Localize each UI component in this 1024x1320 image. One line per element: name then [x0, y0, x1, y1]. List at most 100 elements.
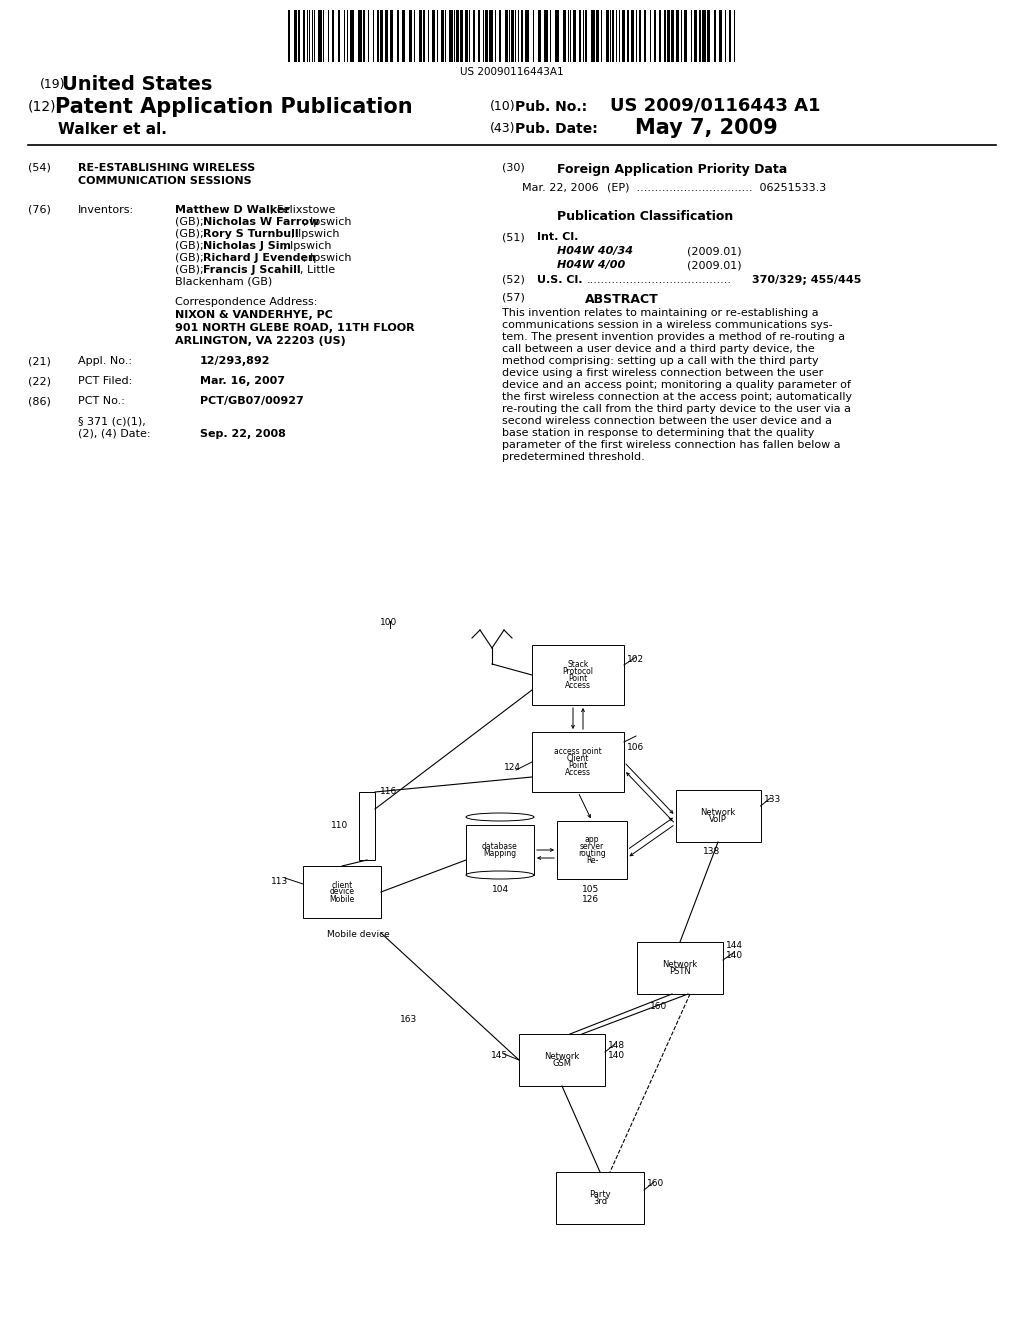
- Text: 12/293,892: 12/293,892: [200, 356, 270, 366]
- Text: tem. The present invention provides a method of re-routing a: tem. The present invention provides a me…: [502, 333, 845, 342]
- Bar: [702, 11, 707, 62]
- Text: (76): (76): [28, 205, 51, 215]
- Bar: [414, 11, 416, 62]
- Text: Re-: Re-: [586, 855, 598, 865]
- Bar: [557, 821, 627, 879]
- Bar: [380, 11, 383, 62]
- Bar: [650, 11, 651, 62]
- Bar: [373, 11, 374, 62]
- Text: PCT No.:: PCT No.:: [78, 396, 125, 407]
- Text: (86): (86): [28, 396, 51, 407]
- Text: (GB);: (GB);: [175, 228, 207, 239]
- Text: 106: 106: [627, 742, 644, 751]
- Bar: [628, 11, 629, 62]
- Text: § 371 (c)(1),: § 371 (c)(1),: [78, 416, 145, 426]
- Bar: [323, 11, 325, 62]
- Text: H04W 40/34: H04W 40/34: [557, 246, 633, 256]
- Text: (2), (4) Date:: (2), (4) Date:: [78, 429, 151, 440]
- Bar: [521, 11, 522, 62]
- Bar: [317, 11, 322, 62]
- Text: ARLINGTON, VA 22203 (US): ARLINGTON, VA 22203 (US): [175, 337, 346, 346]
- Text: Access: Access: [565, 681, 591, 690]
- Bar: [585, 11, 588, 62]
- Bar: [303, 11, 305, 62]
- Bar: [579, 11, 582, 62]
- Text: Party: Party: [589, 1189, 610, 1199]
- Text: H04W 4/00: H04W 4/00: [557, 260, 626, 271]
- Bar: [555, 11, 559, 62]
- Text: COMMUNICATION SESSIONS: COMMUNICATION SESSIONS: [78, 176, 252, 186]
- Bar: [332, 11, 334, 62]
- Text: Foreign Application Priority Data: Foreign Application Priority Data: [557, 162, 787, 176]
- Bar: [423, 11, 425, 62]
- Text: 901 NORTH GLEBE ROAD, 11TH FLOOR: 901 NORTH GLEBE ROAD, 11TH FLOOR: [175, 323, 415, 333]
- Bar: [294, 11, 297, 62]
- Bar: [618, 11, 620, 62]
- Bar: [591, 11, 595, 62]
- Bar: [567, 11, 568, 62]
- Text: (19): (19): [40, 78, 66, 91]
- Bar: [610, 11, 611, 62]
- Text: method comprising: setting up a call with the third party: method comprising: setting up a call wit…: [502, 356, 818, 366]
- Text: Mar. 16, 2007: Mar. 16, 2007: [200, 376, 285, 385]
- Text: PSTN: PSTN: [669, 968, 691, 977]
- Bar: [532, 645, 624, 705]
- Text: 140: 140: [608, 1051, 625, 1060]
- Text: base station in response to determining that the quality: base station in response to determining …: [502, 428, 814, 438]
- Bar: [368, 11, 369, 62]
- Bar: [396, 11, 399, 62]
- Text: NIXON & VANDERHYE, PC: NIXON & VANDERHYE, PC: [175, 310, 333, 319]
- Text: the first wireless connection at the access point; automatically: the first wireless connection at the acc…: [502, 392, 852, 403]
- Bar: [445, 11, 446, 62]
- Bar: [344, 11, 345, 62]
- Bar: [419, 11, 422, 62]
- Text: US 2009/0116443 A1: US 2009/0116443 A1: [610, 96, 820, 115]
- Text: US 20090116443A1: US 20090116443A1: [460, 67, 564, 77]
- Bar: [676, 11, 679, 62]
- Text: Correspondence Address:: Correspondence Address:: [175, 297, 317, 308]
- Text: 140: 140: [726, 952, 743, 961]
- Text: PCT/GB07/00927: PCT/GB07/00927: [200, 396, 304, 407]
- Text: Blackenham (GB): Blackenham (GB): [175, 277, 272, 286]
- Text: Rory S Turnbull: Rory S Turnbull: [203, 228, 299, 239]
- Text: device using a first wireless connection between the user: device using a first wireless connection…: [502, 368, 823, 378]
- Text: Mobile device: Mobile device: [327, 931, 390, 939]
- Bar: [431, 11, 435, 62]
- Bar: [681, 11, 682, 62]
- Text: (GB);: (GB);: [175, 265, 207, 275]
- Text: 113: 113: [271, 878, 288, 887]
- Bar: [583, 11, 584, 62]
- Text: Access: Access: [565, 768, 591, 777]
- Text: communications session in a wireless communications sys-: communications session in a wireless com…: [502, 319, 833, 330]
- Bar: [469, 11, 470, 62]
- Bar: [644, 11, 646, 62]
- Bar: [357, 11, 361, 62]
- Text: ........................................: ........................................: [587, 275, 732, 285]
- Bar: [693, 11, 697, 62]
- Text: , Ipswich: , Ipswich: [303, 253, 351, 263]
- Text: (EP)  ................................  06251533.3: (EP) ................................ 06…: [607, 183, 826, 193]
- Text: Protocol: Protocol: [562, 667, 594, 676]
- Bar: [525, 11, 528, 62]
- Text: (2009.01): (2009.01): [687, 246, 741, 256]
- Bar: [473, 11, 475, 62]
- Bar: [328, 11, 329, 62]
- Bar: [466, 825, 534, 875]
- Text: device: device: [330, 887, 354, 896]
- Bar: [488, 11, 493, 62]
- Bar: [556, 1172, 644, 1224]
- Bar: [505, 11, 508, 62]
- Text: Pub. No.:: Pub. No.:: [515, 100, 587, 114]
- Text: parameter of the first wireless connection has fallen below a: parameter of the first wireless connecti…: [502, 440, 841, 450]
- Bar: [314, 11, 315, 62]
- Bar: [637, 942, 723, 994]
- Text: Publication Classification: Publication Classification: [557, 210, 733, 223]
- Text: 145: 145: [490, 1051, 508, 1060]
- Text: 116: 116: [380, 787, 397, 796]
- Bar: [676, 789, 761, 842]
- Bar: [401, 11, 406, 62]
- Bar: [390, 11, 393, 62]
- Text: PCT Filed:: PCT Filed:: [78, 376, 132, 385]
- Bar: [612, 11, 613, 62]
- Text: (21): (21): [28, 356, 51, 366]
